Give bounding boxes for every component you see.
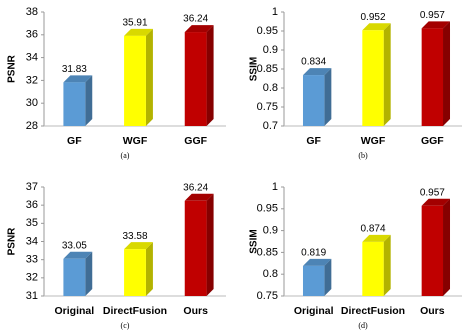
y-tick-label: 36	[26, 199, 38, 211]
value-label: 0.957	[420, 187, 445, 198]
y-tick-label: 36	[26, 29, 38, 41]
bar-top	[124, 242, 153, 250]
x-tick-label: DirectFusion	[103, 305, 167, 317]
value-label: 0.819	[301, 248, 326, 259]
bar	[362, 30, 384, 127]
bar-top	[124, 28, 153, 36]
caption: (c)	[121, 321, 130, 330]
bar	[184, 200, 207, 296]
value-label: 0.952	[360, 12, 385, 23]
x-tick-label: Ours	[420, 305, 445, 317]
bar-top	[302, 258, 332, 266]
bar	[63, 258, 86, 296]
bar-side	[145, 28, 153, 126]
y-tick-label: 34	[26, 52, 38, 64]
y-tick-label: 0.8	[263, 268, 278, 280]
bar-side	[443, 198, 451, 296]
y-tick-label: 38	[26, 6, 38, 18]
bar-side	[443, 21, 451, 127]
y-tick-label: 34	[26, 235, 38, 247]
bar	[302, 75, 325, 126]
value-label: 31.83	[62, 64, 87, 75]
y-tick-label: 0.75	[257, 101, 278, 113]
bar	[362, 241, 384, 296]
y-tick-label: 31	[26, 290, 38, 302]
bar	[124, 249, 146, 296]
bar	[124, 35, 146, 126]
y-tick-label: 28	[26, 120, 38, 132]
x-tick-label: GF	[306, 135, 321, 147]
y-axis-label: PSNR	[7, 227, 18, 256]
value-label: 35.91	[122, 17, 147, 28]
y-tick-label: 0.9	[263, 225, 278, 237]
value-label: 36.24	[183, 14, 208, 25]
bar	[421, 28, 444, 127]
bar	[184, 32, 207, 127]
y-tick-label: 0.95	[257, 203, 278, 215]
x-tick-label: GGF	[184, 135, 207, 147]
x-tick-label: Original	[54, 305, 94, 317]
y-tick-label: 30	[26, 97, 38, 109]
y-tick-label: 0.9	[263, 44, 278, 56]
x-tick-label: GGF	[421, 135, 444, 147]
x-tick-label: WGF	[361, 135, 386, 147]
x-tick-label: WGF	[123, 135, 148, 147]
bar-top	[362, 23, 391, 31]
value-label: 33.58	[122, 231, 147, 242]
bar	[63, 82, 86, 126]
value-label: 36.24	[183, 182, 208, 193]
value-label: 33.05	[62, 240, 87, 251]
bar-side	[145, 242, 153, 296]
bar-side	[324, 258, 332, 296]
bar-top	[421, 21, 451, 29]
bar-side	[383, 23, 391, 127]
y-tick-label: 37	[26, 181, 38, 193]
bar-top	[63, 251, 93, 259]
bar-top	[302, 68, 332, 76]
caption: (b)	[358, 151, 368, 160]
y-tick-label: 0.95	[257, 25, 278, 37]
value-label: 0.834	[301, 57, 326, 68]
y-tick-label: 0.85	[257, 63, 278, 75]
bar-top	[63, 75, 93, 83]
x-tick-label: GF	[67, 135, 82, 147]
value-label: 0.957	[420, 10, 445, 21]
bar	[302, 265, 325, 296]
bar-side	[383, 234, 391, 296]
bar-top	[362, 234, 391, 242]
caption: (a)	[121, 151, 130, 160]
y-axis-label: SSIM	[249, 229, 260, 253]
y-tick-label: 0.85	[257, 246, 278, 258]
bar-top	[421, 198, 451, 206]
x-tick-label: DirectFusion	[341, 305, 405, 317]
y-tick-label: 1	[272, 181, 278, 193]
bar-side	[85, 75, 93, 126]
y-tick-label: 0.8	[263, 82, 278, 94]
x-tick-label: Ours	[183, 305, 208, 317]
y-tick-label: 0.7	[263, 120, 278, 132]
y-axis-label: PSNR	[7, 54, 18, 83]
bar	[421, 205, 444, 296]
y-tick-label: 0.75	[257, 290, 278, 302]
y-tick-label: 1	[272, 6, 278, 18]
bar-side	[85, 251, 93, 296]
y-tick-label: 35	[26, 217, 38, 229]
y-tick-label: 32	[26, 272, 38, 284]
caption: (d)	[358, 321, 368, 330]
y-tick-label: 33	[26, 254, 38, 266]
value-label: 0.874	[360, 224, 385, 235]
bar-top	[184, 193, 214, 201]
bar-top	[184, 25, 214, 33]
bar-side	[206, 25, 214, 127]
bar-side	[324, 68, 332, 126]
y-tick-label: 32	[26, 74, 38, 86]
bar-side	[206, 193, 214, 296]
x-tick-label: Original	[294, 305, 334, 317]
y-axis-label: SSIM	[249, 57, 260, 81]
